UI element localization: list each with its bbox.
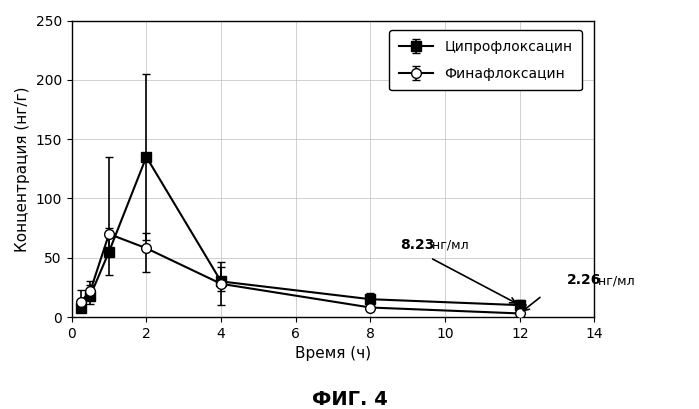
Text: нг/мл: нг/мл	[428, 239, 469, 252]
Text: 8.23: 8.23	[401, 238, 435, 252]
Text: 2.26: 2.26	[566, 273, 601, 288]
Legend: Ципрофлоксацин, Финафлоксацин: Ципрофлоксацин, Финафлоксацин	[389, 30, 582, 90]
Y-axis label: Концентрация (нг/г): Концентрация (нг/г)	[15, 86, 30, 252]
X-axis label: Время (ч): Время (ч)	[295, 346, 371, 361]
Text: нг/мл: нг/мл	[594, 274, 635, 288]
Text: ФИГ. 4: ФИГ. 4	[312, 390, 387, 409]
